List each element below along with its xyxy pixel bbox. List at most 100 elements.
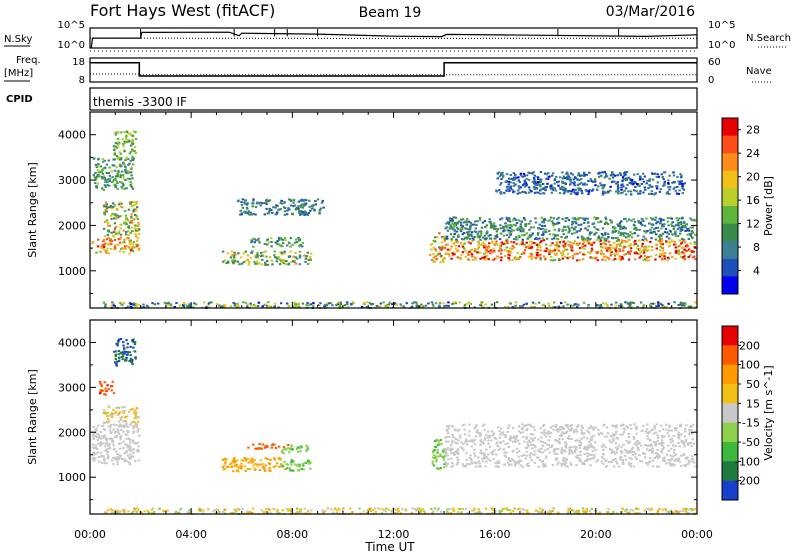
data-cell — [654, 172, 657, 175]
data-cell — [247, 210, 250, 213]
data-cell — [545, 186, 548, 188]
data-cell — [474, 435, 478, 438]
data-cell — [578, 242, 581, 245]
data-cell — [279, 457, 282, 460]
data-cell — [681, 251, 684, 254]
data-cell — [257, 202, 261, 205]
data-cell — [612, 433, 615, 436]
data-cell — [667, 224, 670, 227]
data-cell — [125, 156, 128, 159]
data-cell — [514, 224, 517, 227]
data-cell — [92, 436, 95, 439]
data-cell — [615, 250, 618, 253]
data-cell — [588, 233, 591, 236]
data-cell — [93, 459, 96, 462]
data-cell — [253, 459, 257, 461]
data-cell — [531, 180, 534, 183]
data-cell — [626, 426, 630, 429]
data-cell — [539, 256, 542, 259]
data-cell — [240, 256, 243, 259]
data-cell — [553, 187, 556, 190]
data-cell — [114, 361, 117, 364]
data-cell — [576, 259, 579, 262]
data-cell — [561, 228, 565, 231]
data-cell — [130, 171, 133, 174]
data-cell — [673, 225, 676, 228]
data-cell — [468, 237, 472, 240]
data-cell — [249, 458, 252, 461]
data-cell — [509, 247, 512, 250]
data-cell — [672, 434, 675, 437]
data-cell — [507, 180, 510, 183]
data-cell — [292, 255, 295, 258]
data-cell — [525, 241, 528, 244]
data-cell — [618, 257, 621, 260]
data-cell — [288, 451, 291, 454]
data-cell — [573, 228, 576, 231]
data-cell — [183, 303, 186, 306]
data-cell — [579, 443, 582, 446]
data-cell — [127, 163, 130, 166]
data-cell — [597, 185, 600, 188]
data-cell — [261, 462, 264, 465]
data-cell — [243, 457, 246, 459]
data-cell — [447, 253, 450, 256]
data-cell — [118, 238, 122, 241]
data-cell — [531, 433, 535, 436]
data-cell — [111, 439, 114, 442]
data-cell — [119, 201, 122, 204]
data-cell — [563, 186, 566, 189]
data-cell — [97, 238, 100, 241]
colorbar-swatch — [722, 241, 738, 260]
data-cell — [106, 206, 110, 208]
data-cell — [123, 221, 126, 224]
data-cell — [650, 245, 654, 248]
data-cell — [124, 179, 127, 181]
data-cell — [236, 302, 239, 305]
data-cell — [508, 189, 511, 192]
data-cell — [461, 225, 464, 228]
data-cell — [596, 304, 599, 307]
data-cell — [122, 341, 125, 344]
data-cell — [548, 305, 551, 307]
data-cell — [527, 439, 531, 442]
data-cell — [614, 237, 617, 239]
data-cell — [597, 228, 600, 231]
data-cell — [100, 461, 104, 464]
data-cell — [649, 444, 652, 447]
data-cell — [500, 173, 503, 176]
data-cell — [134, 214, 137, 216]
data-cell — [528, 188, 532, 191]
data-cell — [668, 245, 671, 248]
data-cell — [663, 456, 666, 459]
data-cell — [294, 256, 297, 259]
data-cell — [681, 509, 685, 512]
data-cell — [656, 510, 660, 513]
data-cell — [677, 442, 680, 444]
data-cell — [125, 356, 128, 359]
data-cell — [113, 158, 116, 161]
data-cell — [492, 247, 495, 250]
data-cell — [519, 229, 522, 231]
data-cell — [659, 244, 663, 247]
data-cell — [127, 208, 131, 211]
data-cell — [560, 464, 564, 466]
data-cell — [534, 257, 538, 260]
data-cell — [675, 427, 678, 429]
data-cell — [514, 464, 517, 467]
data-cell — [273, 305, 276, 308]
data-cell — [113, 447, 116, 450]
data-cell — [528, 228, 531, 231]
data-cell — [590, 231, 593, 234]
data-cell — [279, 251, 282, 254]
data-cell — [644, 249, 647, 251]
data-cell — [525, 302, 528, 305]
data-cell — [207, 508, 210, 511]
data-cell — [263, 511, 266, 514]
data-cell — [545, 443, 549, 446]
data-cell — [519, 172, 522, 175]
data-cell — [301, 212, 304, 215]
data-cell — [638, 178, 642, 181]
data-cell — [265, 255, 268, 258]
data-cell — [103, 434, 107, 437]
